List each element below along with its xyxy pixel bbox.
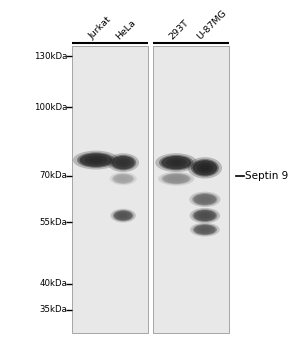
Text: 40kDa: 40kDa — [39, 279, 67, 288]
Ellipse shape — [166, 158, 187, 167]
Ellipse shape — [80, 153, 112, 167]
Ellipse shape — [114, 174, 133, 183]
Ellipse shape — [193, 209, 218, 222]
Ellipse shape — [189, 192, 221, 207]
Ellipse shape — [111, 209, 136, 223]
Ellipse shape — [110, 155, 136, 170]
Ellipse shape — [155, 153, 197, 172]
Ellipse shape — [119, 177, 127, 181]
Ellipse shape — [161, 156, 191, 169]
Ellipse shape — [193, 160, 217, 175]
Ellipse shape — [194, 194, 216, 205]
Ellipse shape — [77, 152, 115, 168]
Text: 35kDa: 35kDa — [39, 305, 67, 314]
Bar — [153, 46, 229, 333]
Bar — [72, 46, 148, 333]
Ellipse shape — [200, 165, 210, 171]
Text: 55kDa: 55kDa — [39, 218, 67, 227]
Ellipse shape — [190, 208, 220, 223]
Text: 293T: 293T — [167, 18, 190, 41]
Text: 70kDa: 70kDa — [39, 172, 67, 181]
Ellipse shape — [161, 173, 191, 184]
Ellipse shape — [171, 177, 181, 181]
Ellipse shape — [119, 214, 127, 218]
Text: 130kDa: 130kDa — [34, 52, 67, 61]
Ellipse shape — [114, 211, 132, 220]
Ellipse shape — [84, 155, 108, 165]
Ellipse shape — [170, 160, 182, 165]
Ellipse shape — [192, 193, 218, 206]
Ellipse shape — [110, 172, 137, 185]
Ellipse shape — [112, 174, 134, 184]
Ellipse shape — [89, 158, 103, 163]
Ellipse shape — [197, 196, 213, 203]
Ellipse shape — [167, 175, 185, 182]
Ellipse shape — [158, 172, 194, 186]
Ellipse shape — [113, 210, 134, 221]
Ellipse shape — [115, 158, 131, 167]
Text: HeLa: HeLa — [114, 18, 137, 41]
Ellipse shape — [198, 226, 212, 233]
Ellipse shape — [190, 223, 220, 237]
Ellipse shape — [73, 150, 119, 169]
Ellipse shape — [194, 210, 216, 221]
Text: Septin 9: Septin 9 — [245, 171, 288, 181]
Ellipse shape — [163, 174, 189, 184]
Ellipse shape — [191, 159, 219, 177]
Ellipse shape — [107, 153, 139, 172]
Ellipse shape — [201, 197, 209, 202]
Ellipse shape — [117, 212, 130, 219]
Ellipse shape — [188, 157, 222, 178]
Ellipse shape — [197, 212, 212, 219]
Text: Jurkat: Jurkat — [87, 15, 113, 41]
Text: U-87MG: U-87MG — [196, 8, 229, 41]
Text: 100kDa: 100kDa — [34, 103, 67, 112]
Ellipse shape — [193, 224, 217, 235]
Ellipse shape — [194, 225, 215, 235]
Ellipse shape — [196, 162, 213, 173]
Ellipse shape — [119, 160, 128, 165]
Ellipse shape — [112, 156, 135, 169]
Ellipse shape — [201, 228, 209, 232]
Ellipse shape — [201, 214, 209, 218]
Ellipse shape — [117, 175, 130, 182]
Ellipse shape — [159, 155, 193, 170]
